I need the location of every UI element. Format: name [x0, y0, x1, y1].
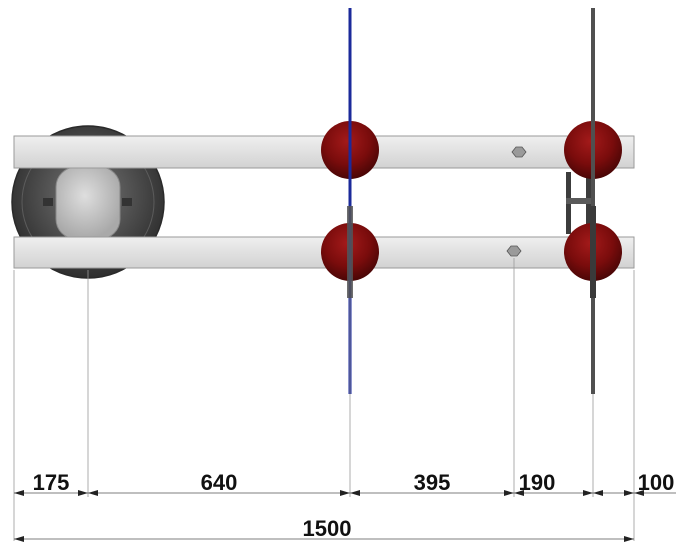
- drum-hub: [55, 166, 121, 240]
- overall-dimension: [14, 536, 634, 542]
- grey-rod-sleeve: [590, 206, 596, 298]
- drum-bolt-right: [122, 198, 132, 206]
- dimension-100: 100: [638, 470, 675, 495]
- dimension-190: 190: [519, 470, 556, 495]
- drum-bolt-left: [43, 198, 53, 206]
- dimension-395: 395: [414, 470, 451, 495]
- right-bracket: [566, 172, 591, 234]
- hex-nut-top: [511, 146, 527, 158]
- dimension-1500: 1500: [303, 516, 352, 541]
- extension-lines: [13, 258, 635, 541]
- blue-rod-sleeve: [347, 206, 353, 298]
- dimension-640: 640: [201, 470, 238, 495]
- dimension-chain: [14, 490, 676, 496]
- dimension-175: 175: [33, 470, 70, 495]
- hex-nut-bottom: [506, 245, 522, 257]
